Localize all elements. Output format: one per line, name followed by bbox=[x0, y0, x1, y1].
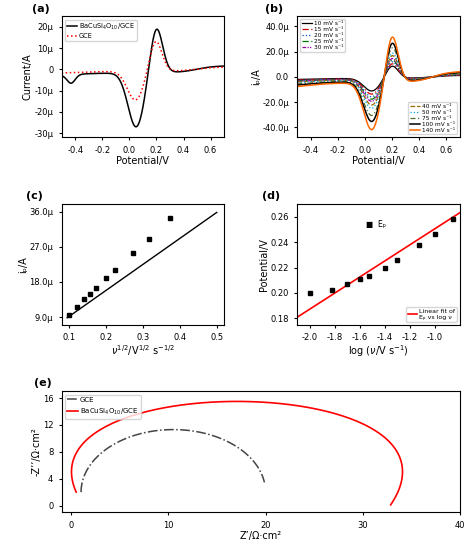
BaCuSi$_4$O$_{10}$/GCE bbox=[59, 72, 64, 79]
GCE bbox=[182, 67, 188, 74]
X-axis label: $\nu^{1/2}$/V$^{1/2}$ s$^{-1/2}$: $\nu^{1/2}$/V$^{1/2}$ s$^{-1/2}$ bbox=[111, 343, 175, 358]
BaCuSi$_4$O$_{10}$/GCE bbox=[154, 26, 159, 33]
X-axis label: Potential/V: Potential/V bbox=[117, 156, 169, 166]
Line: GCE: GCE bbox=[62, 41, 224, 100]
Text: (a): (a) bbox=[32, 3, 50, 14]
Legend: Linear fit of
Eₚ vs log ν: Linear fit of Eₚ vs log ν bbox=[406, 307, 456, 322]
GCE bbox=[170, 426, 175, 433]
Y-axis label: Current/A: Current/A bbox=[23, 53, 33, 100]
BaCuSi$_4$O$_{10}$/GCE bbox=[215, 398, 221, 405]
Legend: GCE, BaCuSi$_4$O$_{10}$/GCE: GCE, BaCuSi$_4$O$_{10}$/GCE bbox=[65, 395, 140, 419]
Line: GCE: GCE bbox=[81, 429, 264, 492]
GCE bbox=[216, 434, 221, 441]
GCE bbox=[119, 437, 125, 444]
GCE bbox=[158, 46, 164, 52]
Y-axis label: -Z’’/Ω·cm²: -Z’’/Ω·cm² bbox=[31, 427, 41, 476]
Y-axis label: iₚ/A: iₚ/A bbox=[18, 256, 28, 272]
Line: BaCuSi$_4$O$_{10}$/GCE: BaCuSi$_4$O$_{10}$/GCE bbox=[62, 29, 224, 127]
GCE bbox=[69, 69, 74, 76]
GCE bbox=[136, 431, 141, 438]
Text: (e): (e) bbox=[34, 378, 52, 389]
Text: (d): (d) bbox=[262, 191, 280, 201]
X-axis label: Z’/Ω·cm²: Z’/Ω·cm² bbox=[240, 531, 282, 541]
GCE bbox=[59, 70, 64, 76]
Legend: 40 mV s⁻¹, 50 mV s⁻¹, 75 mV s⁻¹, 100 mV s⁻¹, 140 mV s⁻¹: 40 mV s⁻¹, 50 mV s⁻¹, 75 mV s⁻¹, 100 mV … bbox=[408, 102, 457, 135]
GCE bbox=[182, 427, 188, 433]
BaCuSi$_4$O$_{10}$/GCE bbox=[399, 463, 405, 469]
Text: (b): (b) bbox=[265, 3, 283, 14]
GCE bbox=[244, 451, 249, 457]
BaCuSi$_4$O$_{10}$/GCE bbox=[133, 124, 139, 130]
GCE bbox=[172, 426, 177, 433]
BaCuSi$_4$O$_{10}$/GCE bbox=[182, 68, 188, 75]
BaCuSi$_4$O$_{10}$/GCE bbox=[199, 65, 205, 71]
GCE bbox=[154, 38, 159, 45]
Y-axis label: Potential/V: Potential/V bbox=[259, 238, 269, 291]
GCE bbox=[154, 38, 159, 45]
Text: ■  Eₚ: ■ Eₚ bbox=[366, 220, 386, 229]
Y-axis label: iₚ/A: iₚ/A bbox=[251, 69, 261, 85]
GCE bbox=[199, 65, 205, 72]
BaCuSi$_4$O$_{10}$/GCE bbox=[73, 489, 79, 495]
Line: BaCuSi$_4$O$_{10}$/GCE: BaCuSi$_4$O$_{10}$/GCE bbox=[72, 402, 402, 505]
BaCuSi$_4$O$_{10}$/GCE bbox=[388, 501, 393, 508]
BaCuSi$_4$O$_{10}$/GCE bbox=[258, 399, 264, 405]
BaCuSi$_4$O$_{10}$/GCE bbox=[158, 405, 164, 411]
GCE bbox=[163, 59, 168, 66]
BaCuSi$_4$O$_{10}$/GCE bbox=[163, 54, 168, 61]
GCE bbox=[221, 64, 227, 70]
Text: (c): (c) bbox=[26, 191, 43, 201]
BaCuSi$_4$O$_{10}$/GCE bbox=[398, 481, 404, 487]
X-axis label: log ($\nu$/V s$^{-1}$): log ($\nu$/V s$^{-1}$) bbox=[348, 343, 409, 359]
GCE bbox=[262, 479, 267, 486]
BaCuSi$_4$O$_{10}$/GCE bbox=[393, 493, 399, 499]
BaCuSi$_4$O$_{10}$/GCE bbox=[221, 63, 227, 69]
BaCuSi$_4$O$_{10}$/GCE bbox=[69, 80, 74, 86]
Legend: BaCuSi$_4$O$_{10}$/GCE, GCE: BaCuSi$_4$O$_{10}$/GCE, GCE bbox=[65, 20, 137, 41]
BaCuSi$_4$O$_{10}$/GCE bbox=[158, 34, 164, 41]
GCE bbox=[78, 489, 84, 495]
BaCuSi$_4$O$_{10}$/GCE bbox=[235, 398, 241, 405]
X-axis label: Potential/V: Potential/V bbox=[352, 156, 405, 166]
BaCuSi$_4$O$_{10}$/GCE bbox=[154, 26, 160, 33]
GCE bbox=[132, 96, 138, 103]
